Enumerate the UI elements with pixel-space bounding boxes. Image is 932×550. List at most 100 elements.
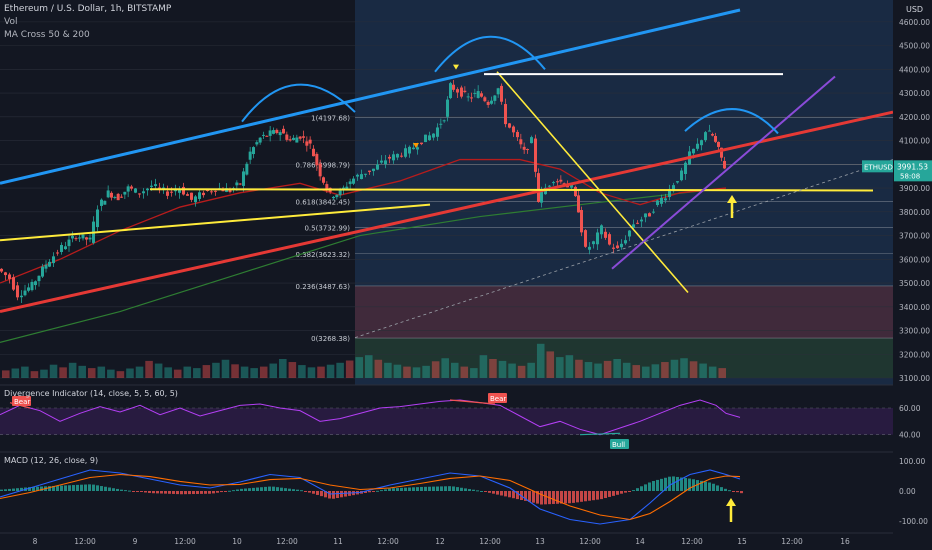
macd-histogram-bar <box>600 491 603 500</box>
candle-body <box>368 170 371 172</box>
macd-histogram-bar <box>68 485 71 491</box>
volume-bar <box>556 357 564 378</box>
macd-histogram-bar <box>464 488 467 491</box>
macd-histogram-bar <box>580 491 583 502</box>
head-arc[interactable] <box>434 35 546 73</box>
descending-yellow-trendline[interactable] <box>496 71 689 294</box>
macd-histogram-bar <box>332 491 335 499</box>
volume-bar <box>431 361 440 378</box>
macd-histogram-bar <box>608 491 611 497</box>
axis-bg <box>893 0 932 550</box>
candle-body <box>552 182 555 184</box>
candle-body <box>388 156 391 159</box>
candle-body <box>480 93 483 97</box>
candle-body <box>60 245 63 253</box>
volume-bar <box>87 368 96 378</box>
macd-histogram-bar <box>664 477 667 491</box>
candle-body <box>442 120 446 122</box>
time-tick-label: 14 <box>635 537 645 546</box>
macd-histogram-bar <box>124 490 127 492</box>
macd-histogram-bar <box>384 489 387 491</box>
macd-histogram-bar <box>376 490 379 492</box>
volume-bar <box>154 363 163 378</box>
macd-histogram-bar <box>316 491 319 495</box>
candle-body <box>64 246 67 250</box>
volume-bar <box>59 367 67 378</box>
volume-bar <box>231 364 239 378</box>
macd-histogram-bar <box>300 490 303 492</box>
candle-body <box>396 153 399 158</box>
macd-histogram-bar <box>388 488 391 491</box>
ma200-line <box>0 187 727 343</box>
left-shoulder-arc[interactable] <box>241 83 356 123</box>
ascending-purple-trendline[interactable] <box>611 75 836 270</box>
candle-body <box>242 171 245 186</box>
candle-body <box>420 142 423 145</box>
candle-body <box>522 146 526 150</box>
macd-histogram-bar <box>476 490 479 492</box>
fib-level-label: 0.236(3487.63) <box>296 283 351 291</box>
macd-histogram-bar <box>280 487 283 491</box>
volume-bar <box>470 368 478 378</box>
volume-bar <box>441 358 449 378</box>
fib-zone-green <box>355 338 893 378</box>
candle-body <box>408 146 411 154</box>
macd-histogram-bar <box>184 491 187 495</box>
time-tick-label: 12:00 <box>174 537 196 546</box>
currency-label: USD <box>906 5 924 14</box>
macd-panel[interactable]: 100.00 0.00 -100.00 <box>0 457 928 526</box>
volume-bar <box>575 359 583 378</box>
macd-histogram-bar <box>340 491 343 498</box>
candle-body <box>48 261 51 267</box>
volume-bar <box>355 357 363 378</box>
candle-body <box>20 295 23 298</box>
candle-body <box>580 210 583 233</box>
macd-histogram-bar <box>164 491 167 494</box>
price-tick-label: 4100.00 <box>899 137 930 146</box>
macd-histogram-bar <box>176 491 179 495</box>
price-axis[interactable]: 4600.00 4500.00 4400.00 4300.00 4200.00 4100.… <box>862 0 932 550</box>
volume-bar <box>183 366 192 378</box>
support-line[interactable] <box>149 188 874 192</box>
yellow-trendline[interactable] <box>0 203 431 242</box>
candle-body <box>493 95 497 101</box>
candle-body <box>473 92 477 94</box>
time-axis[interactable]: 8 12:00 9 12:00 10 12:00 11 12:00 12 12:00 13 12:00… <box>33 537 850 546</box>
lower-red-trendline[interactable] <box>0 110 894 313</box>
candle-body <box>258 137 262 143</box>
candle-body <box>628 230 631 237</box>
candle-body <box>400 155 403 157</box>
macd-histogram-bar <box>372 491 375 492</box>
macd-histogram-bar <box>192 491 195 495</box>
macd-histogram-bar <box>136 491 139 492</box>
macd-histogram-bar <box>108 487 111 491</box>
candle-body <box>376 164 379 170</box>
macd-histogram-bar <box>688 478 691 491</box>
macd-histogram-bar <box>220 491 223 493</box>
macd-tick-label: 0.00 <box>899 487 916 496</box>
macd-histogram-bar <box>248 488 251 491</box>
candle-body <box>12 277 15 290</box>
macd-histogram-bar <box>640 486 643 491</box>
volume-bar <box>565 355 574 378</box>
candle-body <box>134 188 137 193</box>
candle-body <box>81 234 85 239</box>
price-tick-label: 3100.00 <box>899 374 930 383</box>
upper-channel-trendline[interactable] <box>0 8 741 185</box>
time-tick-label: 10 <box>232 537 242 546</box>
macd-histogram-bar <box>328 491 331 499</box>
divergence-panel[interactable]: 60.00 40.00 Bear Bear Bull <box>0 393 921 449</box>
right-shoulder-arc[interactable] <box>684 108 779 135</box>
macd-histogram-bar <box>564 491 567 504</box>
macd-histogram-bar <box>536 491 539 504</box>
macd-histogram-bar <box>556 491 559 504</box>
macd-histogram-bar <box>400 487 403 491</box>
macd-histogram-bar <box>368 491 371 493</box>
drawings[interactable] <box>0 8 894 522</box>
volume-bar <box>374 359 383 378</box>
macd-histogram-bar <box>320 491 323 497</box>
macd-histogram-bar <box>632 490 635 492</box>
macd-histogram-bar <box>48 486 51 491</box>
candle-body <box>660 197 663 204</box>
